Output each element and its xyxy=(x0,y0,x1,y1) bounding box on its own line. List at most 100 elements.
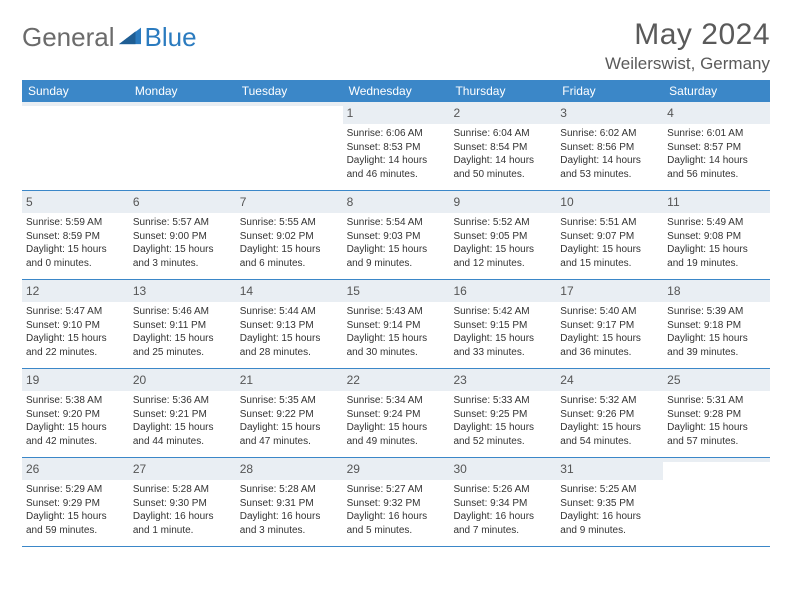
day-number-band: 5 xyxy=(22,191,129,213)
day-cell: 1Sunrise: 6:06 AMSunset: 8:53 PMDaylight… xyxy=(343,102,450,190)
day-number: 14 xyxy=(240,284,253,298)
day-detail-line: Daylight: 15 hours xyxy=(347,243,446,257)
day-number-band: 20 xyxy=(129,369,236,391)
day-detail-line: Sunset: 9:22 PM xyxy=(240,408,339,422)
day-detail-line: Daylight: 15 hours xyxy=(240,332,339,346)
day-detail-line: Sunrise: 5:52 AM xyxy=(453,216,552,230)
day-detail-line: Sunrise: 6:04 AM xyxy=(453,127,552,141)
day-cell: 27Sunrise: 5:28 AMSunset: 9:30 PMDayligh… xyxy=(129,458,236,546)
day-number: 29 xyxy=(347,462,360,476)
day-detail-line: Daylight: 15 hours xyxy=(667,421,766,435)
day-detail-line: Sunrise: 5:25 AM xyxy=(560,483,659,497)
day-cell: 16Sunrise: 5:42 AMSunset: 9:15 PMDayligh… xyxy=(449,280,556,368)
week-row: 26Sunrise: 5:29 AMSunset: 9:29 PMDayligh… xyxy=(22,458,770,547)
day-number: 23 xyxy=(453,373,466,387)
day-detail-line: Sunset: 9:32 PM xyxy=(347,497,446,511)
day-detail-line: Sunrise: 5:51 AM xyxy=(560,216,659,230)
day-detail-line: Sunrise: 5:32 AM xyxy=(560,394,659,408)
day-number-band: 15 xyxy=(343,280,450,302)
day-detail-line: Sunset: 8:56 PM xyxy=(560,141,659,155)
day-detail-line: and 0 minutes. xyxy=(26,257,125,271)
day-detail-line: Sunset: 9:11 PM xyxy=(133,319,232,333)
day-detail-line: and 6 minutes. xyxy=(240,257,339,271)
day-detail-line: and 52 minutes. xyxy=(453,435,552,449)
day-number: 30 xyxy=(453,462,466,476)
day-number: 9 xyxy=(453,195,460,209)
day-number: 13 xyxy=(133,284,146,298)
day-number-band: 19 xyxy=(22,369,129,391)
day-detail-line: Daylight: 15 hours xyxy=(560,421,659,435)
day-detail-line: Sunrise: 5:38 AM xyxy=(26,394,125,408)
day-detail-line: Sunset: 9:28 PM xyxy=(667,408,766,422)
week-row: 1Sunrise: 6:06 AMSunset: 8:53 PMDaylight… xyxy=(22,102,770,191)
day-detail-line: and 22 minutes. xyxy=(26,346,125,360)
day-detail-line: Sunset: 9:31 PM xyxy=(240,497,339,511)
day-detail-line: Daylight: 15 hours xyxy=(453,421,552,435)
day-cell: 6Sunrise: 5:57 AMSunset: 9:00 PMDaylight… xyxy=(129,191,236,279)
day-detail-line: and 30 minutes. xyxy=(347,346,446,360)
day-number-band: 16 xyxy=(449,280,556,302)
day-detail-line: Sunset: 9:10 PM xyxy=(26,319,125,333)
day-cell: 14Sunrise: 5:44 AMSunset: 9:13 PMDayligh… xyxy=(236,280,343,368)
day-detail-line: and 3 minutes. xyxy=(240,524,339,538)
day-number: 21 xyxy=(240,373,253,387)
day-detail-line: and 9 minutes. xyxy=(347,257,446,271)
day-number: 2 xyxy=(453,106,460,120)
day-number-band: 25 xyxy=(663,369,770,391)
day-cell: 15Sunrise: 5:43 AMSunset: 9:14 PMDayligh… xyxy=(343,280,450,368)
logo-text-blue: Blue xyxy=(145,22,197,53)
day-detail-line: Sunrise: 5:42 AM xyxy=(453,305,552,319)
day-detail-line: and 25 minutes. xyxy=(133,346,232,360)
day-detail-line: Sunset: 9:18 PM xyxy=(667,319,766,333)
location: Weilerswist, Germany xyxy=(605,54,770,74)
logo-text-general: General xyxy=(22,22,115,53)
day-detail-line: Sunset: 9:29 PM xyxy=(26,497,125,511)
day-detail-line: Daylight: 15 hours xyxy=(26,243,125,257)
day-detail-line: Daylight: 15 hours xyxy=(347,332,446,346)
day-detail-line: and 56 minutes. xyxy=(667,168,766,182)
day-detail-line: Sunset: 9:17 PM xyxy=(560,319,659,333)
day-detail-line: Daylight: 15 hours xyxy=(133,332,232,346)
day-detail-line: and 49 minutes. xyxy=(347,435,446,449)
day-detail-line: Daylight: 15 hours xyxy=(26,421,125,435)
day-cell: 8Sunrise: 5:54 AMSunset: 9:03 PMDaylight… xyxy=(343,191,450,279)
day-cell: 7Sunrise: 5:55 AMSunset: 9:02 PMDaylight… xyxy=(236,191,343,279)
week-row: 12Sunrise: 5:47 AMSunset: 9:10 PMDayligh… xyxy=(22,280,770,369)
day-header: Sunday xyxy=(22,80,129,102)
day-detail-line: and 46 minutes. xyxy=(347,168,446,182)
day-detail-line: Daylight: 16 hours xyxy=(453,510,552,524)
day-detail-line: Daylight: 15 hours xyxy=(26,332,125,346)
day-number: 16 xyxy=(453,284,466,298)
day-cell: 12Sunrise: 5:47 AMSunset: 9:10 PMDayligh… xyxy=(22,280,129,368)
day-header: Monday xyxy=(129,80,236,102)
day-number: 4 xyxy=(667,106,674,120)
day-number-band: 28 xyxy=(236,458,343,480)
calendar: Sunday Monday Tuesday Wednesday Thursday… xyxy=(22,80,770,547)
day-detail-line: Sunset: 9:21 PM xyxy=(133,408,232,422)
day-detail-line: Sunrise: 5:39 AM xyxy=(667,305,766,319)
day-detail-line: Sunset: 8:57 PM xyxy=(667,141,766,155)
day-cell: 30Sunrise: 5:26 AMSunset: 9:34 PMDayligh… xyxy=(449,458,556,546)
day-detail-line: Sunrise: 6:01 AM xyxy=(667,127,766,141)
day-cell: 23Sunrise: 5:33 AMSunset: 9:25 PMDayligh… xyxy=(449,369,556,457)
day-detail-line: and 5 minutes. xyxy=(347,524,446,538)
day-cell: 5Sunrise: 5:59 AMSunset: 8:59 PMDaylight… xyxy=(22,191,129,279)
day-detail-line: Sunrise: 5:26 AM xyxy=(453,483,552,497)
day-number: 15 xyxy=(347,284,360,298)
day-detail-line: Sunrise: 5:27 AM xyxy=(347,483,446,497)
day-number-band: 17 xyxy=(556,280,663,302)
day-detail-line: Daylight: 14 hours xyxy=(347,154,446,168)
day-number: 31 xyxy=(560,462,573,476)
day-detail-line: and 36 minutes. xyxy=(560,346,659,360)
day-detail-line: Daylight: 15 hours xyxy=(453,332,552,346)
day-number: 3 xyxy=(560,106,567,120)
day-detail-line: Sunrise: 5:43 AM xyxy=(347,305,446,319)
day-header: Friday xyxy=(556,80,663,102)
day-number-band: 4 xyxy=(663,102,770,124)
day-detail-line: Sunset: 9:03 PM xyxy=(347,230,446,244)
day-detail-line: and 53 minutes. xyxy=(560,168,659,182)
day-detail-line: Sunrise: 5:59 AM xyxy=(26,216,125,230)
day-number-band: 22 xyxy=(343,369,450,391)
day-cell: 25Sunrise: 5:31 AMSunset: 9:28 PMDayligh… xyxy=(663,369,770,457)
day-number-band: 21 xyxy=(236,369,343,391)
